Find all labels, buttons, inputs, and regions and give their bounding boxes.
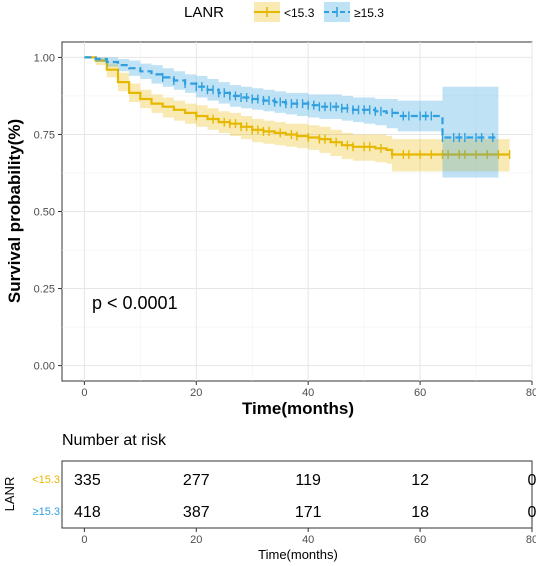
x-tick-label: 40 xyxy=(302,387,314,399)
legend: LANR <15.3 ≥15.3 xyxy=(184,2,384,22)
legend-item-0: <15.3 xyxy=(254,2,315,22)
legend-item-1: ≥15.3 xyxy=(324,2,384,22)
risk-cell: 0 xyxy=(528,472,536,489)
risk-cell: 277 xyxy=(183,472,210,489)
risk-x-tick-label: 80 xyxy=(526,534,536,546)
plot-axes: 0 20 40 60 80 0.00 0.25 0.50 0.75 1.00 xyxy=(34,52,536,399)
risk-cell: 0 xyxy=(528,504,536,521)
risk-x-tick-label: 40 xyxy=(302,534,314,546)
risk-row-1: ≥15.3 418 387 171 18 0 xyxy=(33,504,536,521)
x-tick-label: 80 xyxy=(526,387,536,399)
y-tick-label: 0.00 xyxy=(34,361,55,373)
legend-label: <15.3 xyxy=(284,6,315,20)
risk-table: <15.3 335 277 119 12 0 ≥15.3 418 387 171 18 0 0 20 40 6… xyxy=(32,472,536,546)
legend-label: ≥15.3 xyxy=(354,6,384,20)
risk-x-tick-label: 20 xyxy=(190,534,202,546)
risk-x-tick-label: 60 xyxy=(414,534,426,546)
risk-table-row-axis-label: LANR xyxy=(2,477,17,512)
risk-table-title: Number at risk xyxy=(62,432,167,449)
legend-title: LANR xyxy=(184,4,224,21)
risk-cell: 418 xyxy=(74,504,101,521)
risk-row-label: <15.3 xyxy=(32,474,60,486)
risk-row-0: <15.3 335 277 119 12 0 xyxy=(32,472,536,489)
risk-cell: 119 xyxy=(295,472,321,489)
x-tick-label: 60 xyxy=(414,387,426,399)
y-tick-label: 1.00 xyxy=(34,52,55,64)
risk-cell: 387 xyxy=(183,504,210,521)
risk-row-label: ≥15.3 xyxy=(33,506,60,518)
y-tick-label: 0.50 xyxy=(34,207,55,219)
risk-cell: 18 xyxy=(411,504,429,521)
y-axis-label: Survival probability(%) xyxy=(5,119,24,303)
series-0 xyxy=(84,56,511,172)
x-tick-label: 0 xyxy=(81,387,87,399)
survival-curves xyxy=(84,56,511,178)
p-value-annotation: p < 0.0001 xyxy=(92,293,178,313)
ci-band xyxy=(84,57,499,178)
y-tick-label: 0.75 xyxy=(34,129,55,141)
y-tick-label: 0.25 xyxy=(34,284,55,296)
risk-cell: 12 xyxy=(411,472,429,489)
risk-table-x-label: Time(months) xyxy=(258,547,338,562)
risk-table-panel xyxy=(61,460,533,529)
ci-band xyxy=(84,57,510,172)
risk-cell: 335 xyxy=(74,472,101,489)
x-tick-label: 20 xyxy=(190,387,202,399)
x-axis-label: Time(months) xyxy=(242,399,354,418)
series-1 xyxy=(84,56,499,178)
risk-cell: 171 xyxy=(295,504,322,521)
risk-x-tick-label: 0 xyxy=(81,534,87,546)
